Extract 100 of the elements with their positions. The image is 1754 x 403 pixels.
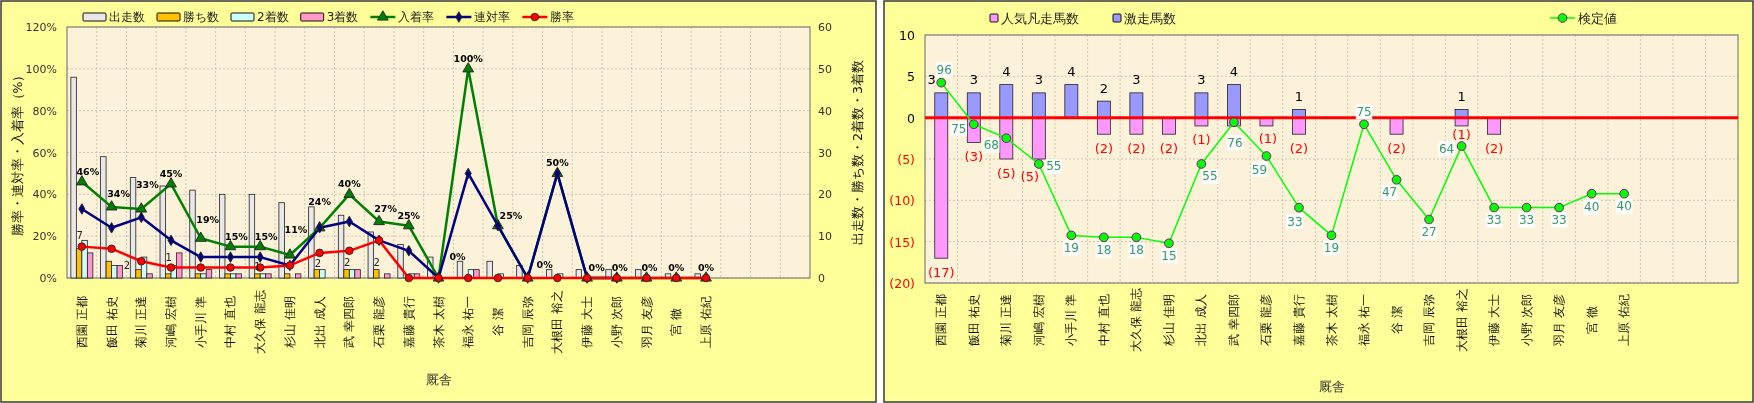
y-tick-label: 100%: [25, 62, 57, 76]
data-label: (2): [1289, 140, 1309, 156]
x-tick-label: 茶木 太樹: [431, 296, 446, 348]
x-tick-label: 中村 直也: [1096, 294, 1111, 346]
data-label: 0%: [449, 250, 467, 261]
x-tick-label: 谷 潔: [1389, 306, 1404, 334]
y2-tick-label: 0: [818, 271, 825, 285]
x-tick-label: 谷 潔: [490, 308, 505, 336]
data-label: 7: [76, 229, 83, 241]
x-tick-label: 伊藤 大士: [580, 296, 595, 348]
x-tick-label: 河嶋 宏樹: [164, 296, 179, 348]
x-tick-label: 宮 徹: [1584, 306, 1599, 334]
x-tick-label: 羽月 友彦: [1552, 294, 1567, 347]
y-axis-title: 勝率・連対率・入着率（%）: [9, 68, 25, 237]
data-label: 33: [1486, 213, 1502, 228]
data-label: (5): [1020, 168, 1040, 184]
x-tick-label: 小野 次郎: [609, 296, 624, 348]
data-label: 3: [927, 71, 936, 87]
x-tick-label: 杉山 佳明: [282, 296, 297, 349]
data-label: 0%: [588, 261, 606, 273]
x-tick-label: 武 幸四郎: [342, 296, 357, 348]
data-label: 19%: [196, 213, 220, 225]
data-label: 24%: [308, 195, 332, 207]
data-label: 0%: [697, 261, 715, 273]
data-label: 11%: [284, 223, 308, 235]
x-tick-label: 河嶋 宏樹: [1031, 294, 1046, 346]
data-label: 3: [1034, 71, 1043, 87]
x-tick-label: 吉岡 辰弥: [520, 296, 535, 348]
data-label: (1): [1452, 126, 1471, 142]
data-label: 4: [1067, 63, 1076, 79]
y-tick-label: 10: [899, 27, 916, 43]
x-tick-label: 宮 徹: [669, 308, 684, 336]
data-label: 55: [1202, 169, 1218, 184]
x-tick-label: 大根田 裕之: [550, 290, 565, 354]
data-label: 46%: [76, 165, 100, 177]
x-tick-label: 嘉藤 貴行: [401, 296, 416, 348]
y-tick-label: (15): [889, 234, 915, 250]
x-tick-label: 福永 祐一: [461, 296, 476, 348]
data-label: 19: [1323, 240, 1340, 255]
data-label: 33: [1287, 214, 1303, 229]
data-label: 15: [1161, 248, 1177, 263]
y2-axis-title: 出走数・勝ち数・2着数・3着数: [849, 60, 865, 245]
x-axis-title: 厩舎: [425, 371, 452, 387]
y-tick-label: (20): [889, 275, 915, 291]
x-tick-label: 小手川 準: [193, 296, 208, 348]
x-tick-label: 北出 成人: [312, 296, 327, 348]
y-tick-label: (5): [897, 151, 915, 167]
data-label: 64: [1438, 141, 1455, 156]
y-tick-label: 5: [907, 68, 915, 84]
data-label: 4: [1229, 63, 1239, 79]
data-label: (17): [927, 264, 955, 280]
data-label: 1: [1457, 88, 1466, 104]
x-tick-label: 大久保 龍志: [253, 290, 268, 354]
x-tick-label: 吉岡 辰弥: [1422, 294, 1437, 346]
data-label: 33%: [135, 178, 160, 190]
data-label: 4: [1002, 63, 1011, 79]
data-label: 75: [1356, 104, 1372, 119]
data-label: (3): [964, 148, 983, 164]
legend-label: 人気凡走馬数: [1001, 10, 1079, 26]
y-tick-label: 0: [907, 110, 916, 126]
y-tick-label: 80%: [32, 104, 57, 118]
data-label: 3: [969, 71, 978, 87]
data-label: 76: [1227, 135, 1243, 150]
data-label: 2: [123, 259, 131, 271]
y2-tick-label: 50: [818, 62, 832, 76]
legend-label: 連対率: [474, 10, 511, 24]
data-label: 15%: [225, 230, 249, 242]
data-label: 25%: [499, 209, 523, 221]
y2-tick-label: 60: [818, 20, 832, 34]
data-label: 3: [1132, 71, 1141, 87]
x-axis-title: 厩舎: [1318, 378, 1345, 394]
data-label: 2: [1099, 80, 1108, 96]
data-label: (1): [1258, 130, 1278, 146]
data-label: (5): [997, 165, 1016, 180]
data-label: 55: [1046, 159, 1062, 174]
legend-label: 検定値: [1578, 10, 1617, 26]
data-label: 25%: [397, 209, 421, 221]
x-tick-label: 大久保 龍志: [1129, 288, 1144, 352]
x-tick-label: 嘉藤 貴行: [1291, 294, 1306, 346]
y-tick-label: 60%: [32, 146, 57, 159]
data-label: 2: [373, 256, 380, 268]
data-label: 27%: [374, 202, 398, 214]
data-label: 15%: [254, 230, 279, 242]
y-tick-label: (10): [889, 192, 915, 208]
data-label: (2): [1387, 140, 1406, 156]
y2-tick-label: 10: [818, 229, 832, 243]
y2-tick-label: 40: [818, 104, 832, 118]
y-tick-label: 40%: [32, 187, 57, 201]
data-label: 47: [1381, 185, 1398, 200]
data-label: 18: [1128, 242, 1145, 257]
data-label: 1: [1294, 88, 1304, 104]
data-label: 0%: [641, 261, 659, 273]
data-label: 40: [1584, 200, 1600, 215]
x-tick-label: 北出 成人: [1194, 294, 1209, 346]
x-tick-label: 石栗 龍彦: [372, 296, 387, 348]
data-label: 1: [254, 260, 261, 272]
data-label: 0%: [536, 258, 554, 269]
data-label: 19: [1063, 240, 1079, 255]
legend-label: 2着数: [257, 10, 289, 24]
legend-label: 勝率: [550, 10, 575, 24]
